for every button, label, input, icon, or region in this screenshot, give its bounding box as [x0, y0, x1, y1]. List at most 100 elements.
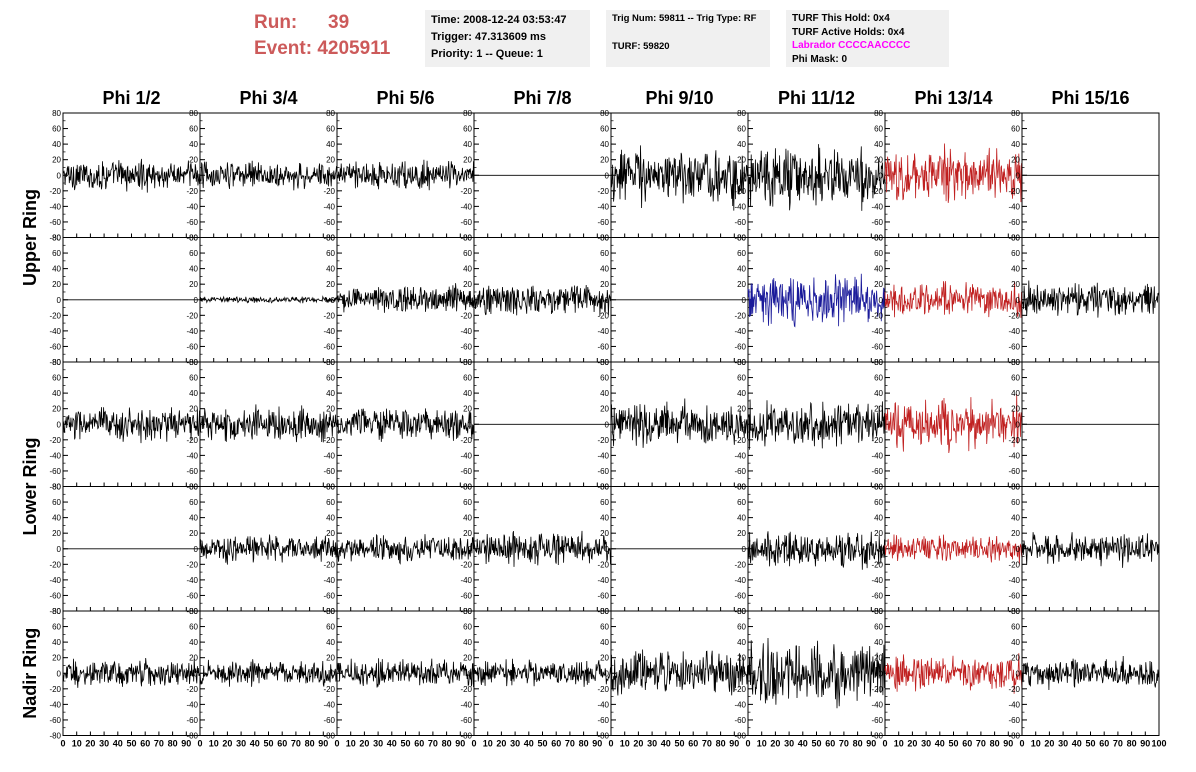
y-tick-label: 80 [189, 109, 198, 118]
y-tick-label: 0 [605, 171, 610, 180]
x-tick-label: 90 [455, 739, 465, 749]
y-tick-label: 80 [189, 483, 198, 492]
y-tick-label: -60 [597, 342, 609, 351]
y-tick-label: -20 [49, 311, 61, 320]
y-tick-label: -60 [323, 591, 335, 600]
y-tick-label: 60 [463, 498, 472, 507]
y-tick-label: 20 [52, 654, 61, 663]
y-tick-label: 40 [600, 514, 609, 523]
y-tick-label: 40 [737, 638, 746, 647]
y-tick-label: -20 [871, 685, 883, 694]
y-tick-label: -80 [460, 732, 472, 741]
y-tick-label: -40 [734, 576, 746, 585]
x-tick-label: 70 [702, 739, 712, 749]
y-tick-label: 60 [52, 374, 61, 383]
y-tick-label: -20 [597, 560, 609, 569]
y-tick-label: 40 [1011, 638, 1020, 647]
y-tick-label: 80 [52, 358, 61, 367]
x-tick-label: 20 [907, 739, 917, 749]
y-tick-label: -60 [323, 467, 335, 476]
y-tick-label: 60 [1011, 498, 1020, 507]
x-tick-label: 50 [948, 739, 958, 749]
y-tick-label: -80 [186, 732, 198, 741]
column-header: Phi 11/12 [778, 88, 855, 108]
y-tick-label: 20 [737, 654, 746, 663]
y-tick-label: 0 [879, 545, 884, 554]
y-tick-label: 60 [52, 623, 61, 632]
y-tick-label: -20 [734, 311, 746, 320]
y-tick-label: 0 [742, 420, 747, 429]
x-tick-label: 80 [716, 739, 726, 749]
x-tick-label: 60 [962, 739, 972, 749]
y-tick-label: 20 [874, 654, 883, 663]
y-tick-label: 60 [874, 498, 883, 507]
y-tick-label: 0 [194, 545, 199, 554]
y-tick-label: 60 [737, 623, 746, 632]
y-tick-label: -20 [186, 311, 198, 320]
y-tick-label: -40 [871, 202, 883, 211]
y-tick-label: -40 [49, 700, 61, 709]
x-tick-label: 80 [579, 739, 589, 749]
x-tick-label: 70 [565, 739, 575, 749]
y-tick-label: 0 [605, 669, 610, 678]
y-tick-label: 40 [189, 389, 198, 398]
y-tick-label: -40 [186, 576, 198, 585]
y-tick-label: 40 [463, 514, 472, 523]
y-tick-label: 80 [874, 109, 883, 118]
x-tick-label: 10 [894, 739, 904, 749]
y-tick-label: 40 [326, 514, 335, 523]
y-tick-label: 80 [600, 109, 609, 118]
y-tick-label: 60 [463, 374, 472, 383]
y-tick-label: -20 [871, 436, 883, 445]
y-tick-label: 80 [600, 607, 609, 616]
y-tick-label: 0 [879, 669, 884, 678]
y-tick-label: -40 [871, 576, 883, 585]
y-tick-label: 0 [1016, 545, 1021, 554]
priority-text: Priority: 1 -- Queue: 1 [431, 48, 543, 60]
x-tick-label: 0 [1019, 739, 1024, 749]
y-tick-label: -40 [186, 202, 198, 211]
turf-active-holds-text: TURF Active Holds: 0x4 [792, 26, 905, 38]
y-tick-label: -20 [734, 560, 746, 569]
y-tick-label: 20 [326, 405, 335, 414]
y-tick-label: 0 [742, 545, 747, 554]
y-tick-label: -20 [1008, 685, 1020, 694]
y-tick-label: 80 [326, 358, 335, 367]
y-tick-label: 60 [189, 374, 198, 383]
y-tick-label: -80 [49, 732, 61, 741]
y-tick-label: 20 [600, 156, 609, 165]
y-tick-label: -60 [49, 218, 61, 227]
y-tick-label: 20 [737, 405, 746, 414]
y-tick-label: -60 [734, 591, 746, 600]
y-tick-label: -60 [1008, 591, 1020, 600]
y-tick-label: 20 [463, 405, 472, 414]
y-tick-label: 0 [194, 171, 199, 180]
y-tick-label: 60 [189, 125, 198, 134]
waveform-trace [336, 283, 475, 313]
y-tick-label: -40 [323, 451, 335, 460]
y-tick-label: 80 [737, 483, 746, 492]
y-tick-label: 0 [1016, 296, 1021, 305]
x-tick-label: 50 [537, 739, 547, 749]
y-tick-label: 0 [468, 545, 473, 554]
y-tick-label: 20 [326, 280, 335, 289]
run-event-block: Run: 39 Event: 4205911 [254, 10, 390, 62]
y-tick-label: 40 [463, 140, 472, 149]
x-tick-label: 20 [496, 739, 506, 749]
y-tick-label: -80 [1008, 732, 1020, 741]
y-tick-label: 60 [52, 125, 61, 134]
x-tick-label: 90 [1003, 739, 1013, 749]
y-tick-label: 0 [605, 296, 610, 305]
turf-info-panel: TURF This Hold: 0x4 TURF Active Holds: 0… [786, 10, 949, 67]
y-tick-label: 60 [874, 249, 883, 258]
y-tick-label: 40 [1011, 514, 1020, 523]
run-line: Run: 39 [254, 10, 390, 36]
y-tick-label: 80 [52, 234, 61, 243]
y-tick-label: 0 [1016, 669, 1021, 678]
y-tick-label: -40 [186, 327, 198, 336]
x-tick-label: 20 [1044, 739, 1054, 749]
waveform-trace [62, 407, 201, 444]
y-tick-label: 80 [189, 607, 198, 616]
y-tick-label: 20 [189, 654, 198, 663]
column-header: Phi 5/6 [376, 88, 434, 108]
